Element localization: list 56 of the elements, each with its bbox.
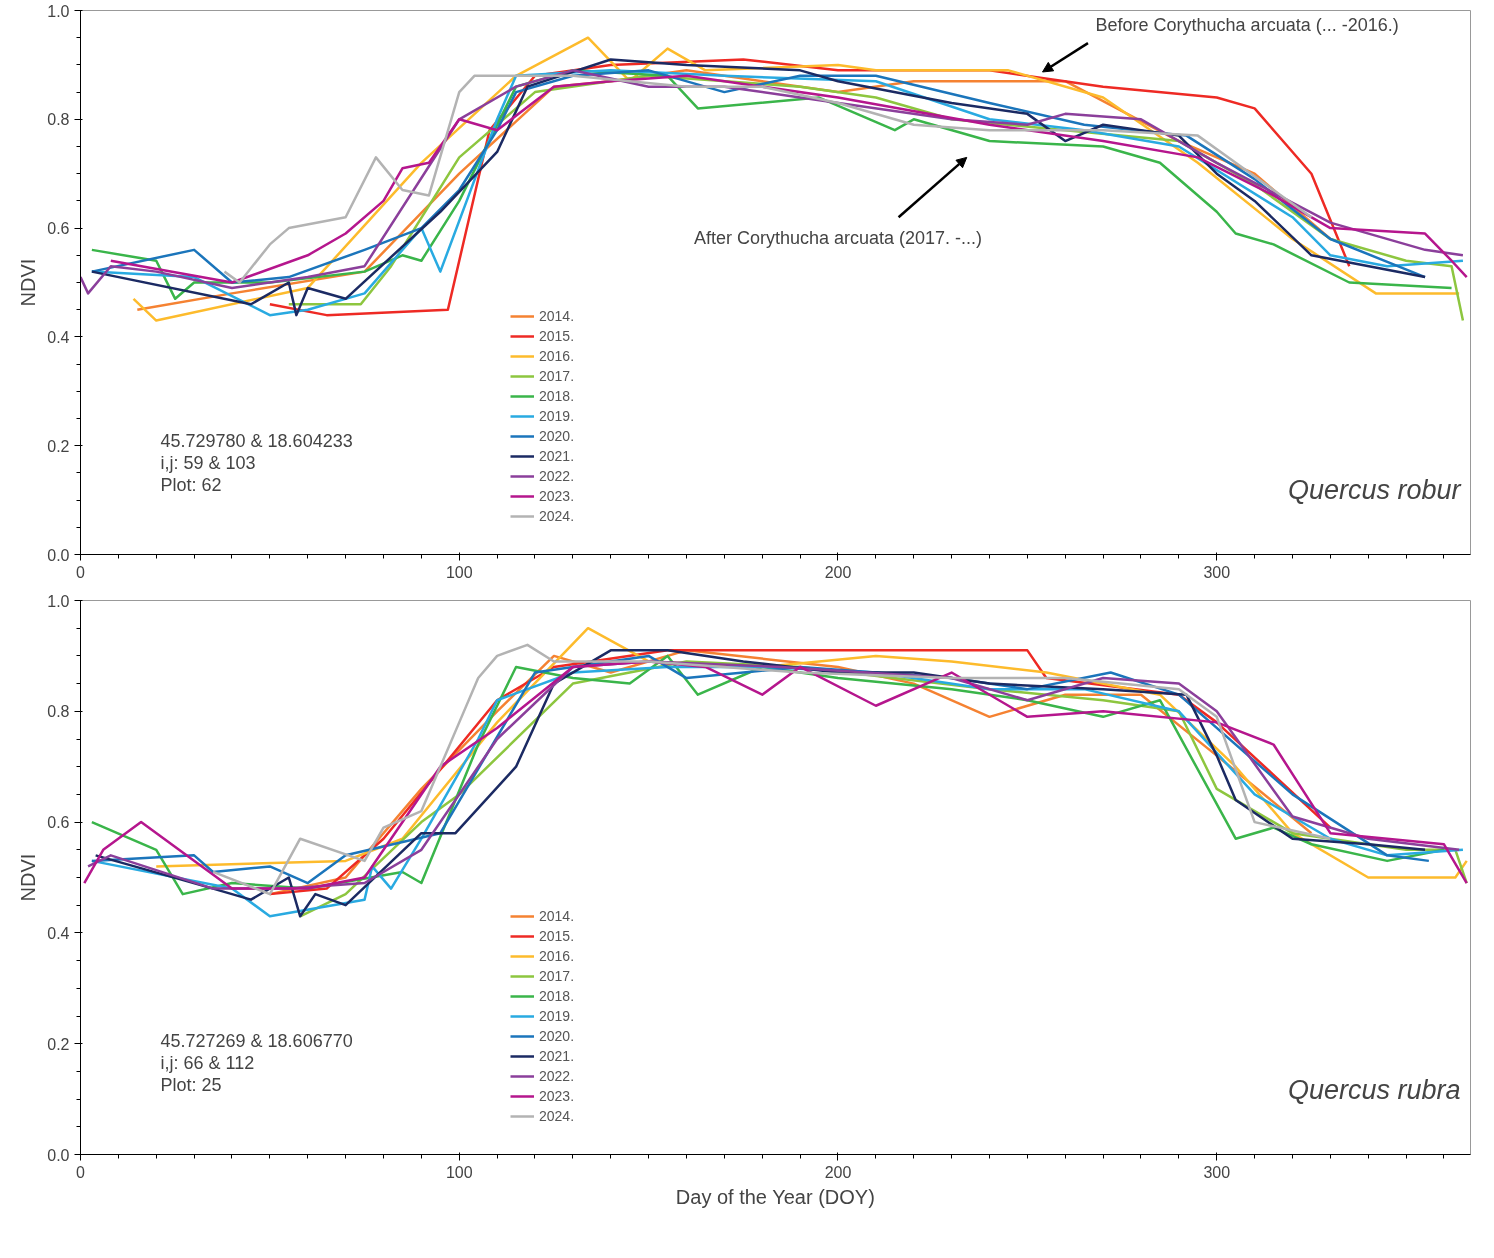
- y-tick-label: 0.2: [47, 437, 70, 455]
- annotation: 45.727269 & 18.606770: [160, 1030, 353, 1051]
- y-tick-label: 0.2: [47, 1035, 70, 1053]
- y-tick-label: 0.0: [47, 546, 70, 564]
- y-tick-label: 0.4: [47, 328, 70, 346]
- annotation: Plot: 62: [160, 474, 222, 495]
- y-axis-title: NDVI: [17, 853, 40, 902]
- x-tick-label: 0: [76, 1163, 86, 1181]
- legend-label: 2023.: [539, 487, 575, 506]
- legend-label: 2022.: [539, 1067, 575, 1086]
- line-series: [223, 74, 1313, 284]
- y-tick-label: 0.4: [47, 924, 70, 942]
- y-tick-label: 0.6: [47, 814, 70, 832]
- annotation: Quercus robur: [1287, 474, 1462, 505]
- y-tick-label: 0.8: [47, 111, 70, 129]
- y-tick-label: 1.0: [47, 592, 70, 610]
- y-tick-label: 0.6: [47, 220, 70, 238]
- y-tick-label: 1.0: [47, 2, 70, 20]
- legend-label: 2017.: [539, 967, 575, 986]
- legend-label: 2024.: [539, 1107, 575, 1126]
- annotation: After Corythucha arcuata (2017. -...): [693, 228, 983, 249]
- annotation: Quercus rubra: [1287, 1074, 1461, 1105]
- legend-label: 2021.: [539, 1047, 575, 1066]
- x-tick-label: 100: [445, 1163, 473, 1181]
- x-axis-title: Day of the Year (DOY): [675, 1185, 875, 1208]
- annotation: Plot: 25: [160, 1074, 222, 1095]
- x-tick-label: 100: [445, 563, 473, 581]
- y-tick-label: 0.0: [47, 1146, 70, 1164]
- legend-label: 2015.: [539, 927, 575, 946]
- legend-label: 2020.: [539, 1027, 575, 1046]
- legend-label: 2019.: [539, 407, 575, 426]
- annotation: Before Corythucha arcuata (... -2016.): [1095, 14, 1399, 35]
- legend-label: 2017.: [539, 367, 575, 386]
- legend-label: 2015.: [539, 327, 575, 346]
- legend-label: 2014.: [539, 307, 575, 326]
- x-tick-label: 300: [1203, 563, 1231, 581]
- x-tick-label: 300: [1203, 1163, 1231, 1181]
- x-tick-label: 0: [76, 563, 86, 581]
- annotation: i,j: 66 & 112: [160, 1052, 255, 1073]
- x-tick-label: 200: [824, 563, 852, 581]
- legend-label: 2016.: [539, 947, 575, 966]
- legend-label: 2014.: [539, 907, 575, 926]
- legend-label: 2018.: [539, 387, 575, 406]
- legend-label: 2021.: [539, 447, 575, 466]
- legend-label: 2016.: [539, 347, 575, 366]
- legend-label: 2018.: [539, 987, 575, 1006]
- legend-label: 2023.: [539, 1087, 575, 1106]
- annotation: i,j: 59 & 103: [160, 452, 256, 473]
- legend-label: 2024.: [539, 507, 575, 526]
- legend-label: 2019.: [539, 1007, 575, 1026]
- annotation: 45.729780 & 18.604233: [160, 430, 353, 451]
- y-axis-title: NDVI: [17, 258, 40, 307]
- legend-label: 2022.: [539, 467, 575, 486]
- x-tick-label: 200: [824, 1163, 852, 1181]
- legend-label: 2020.: [539, 427, 575, 446]
- y-tick-label: 0.8: [47, 703, 70, 721]
